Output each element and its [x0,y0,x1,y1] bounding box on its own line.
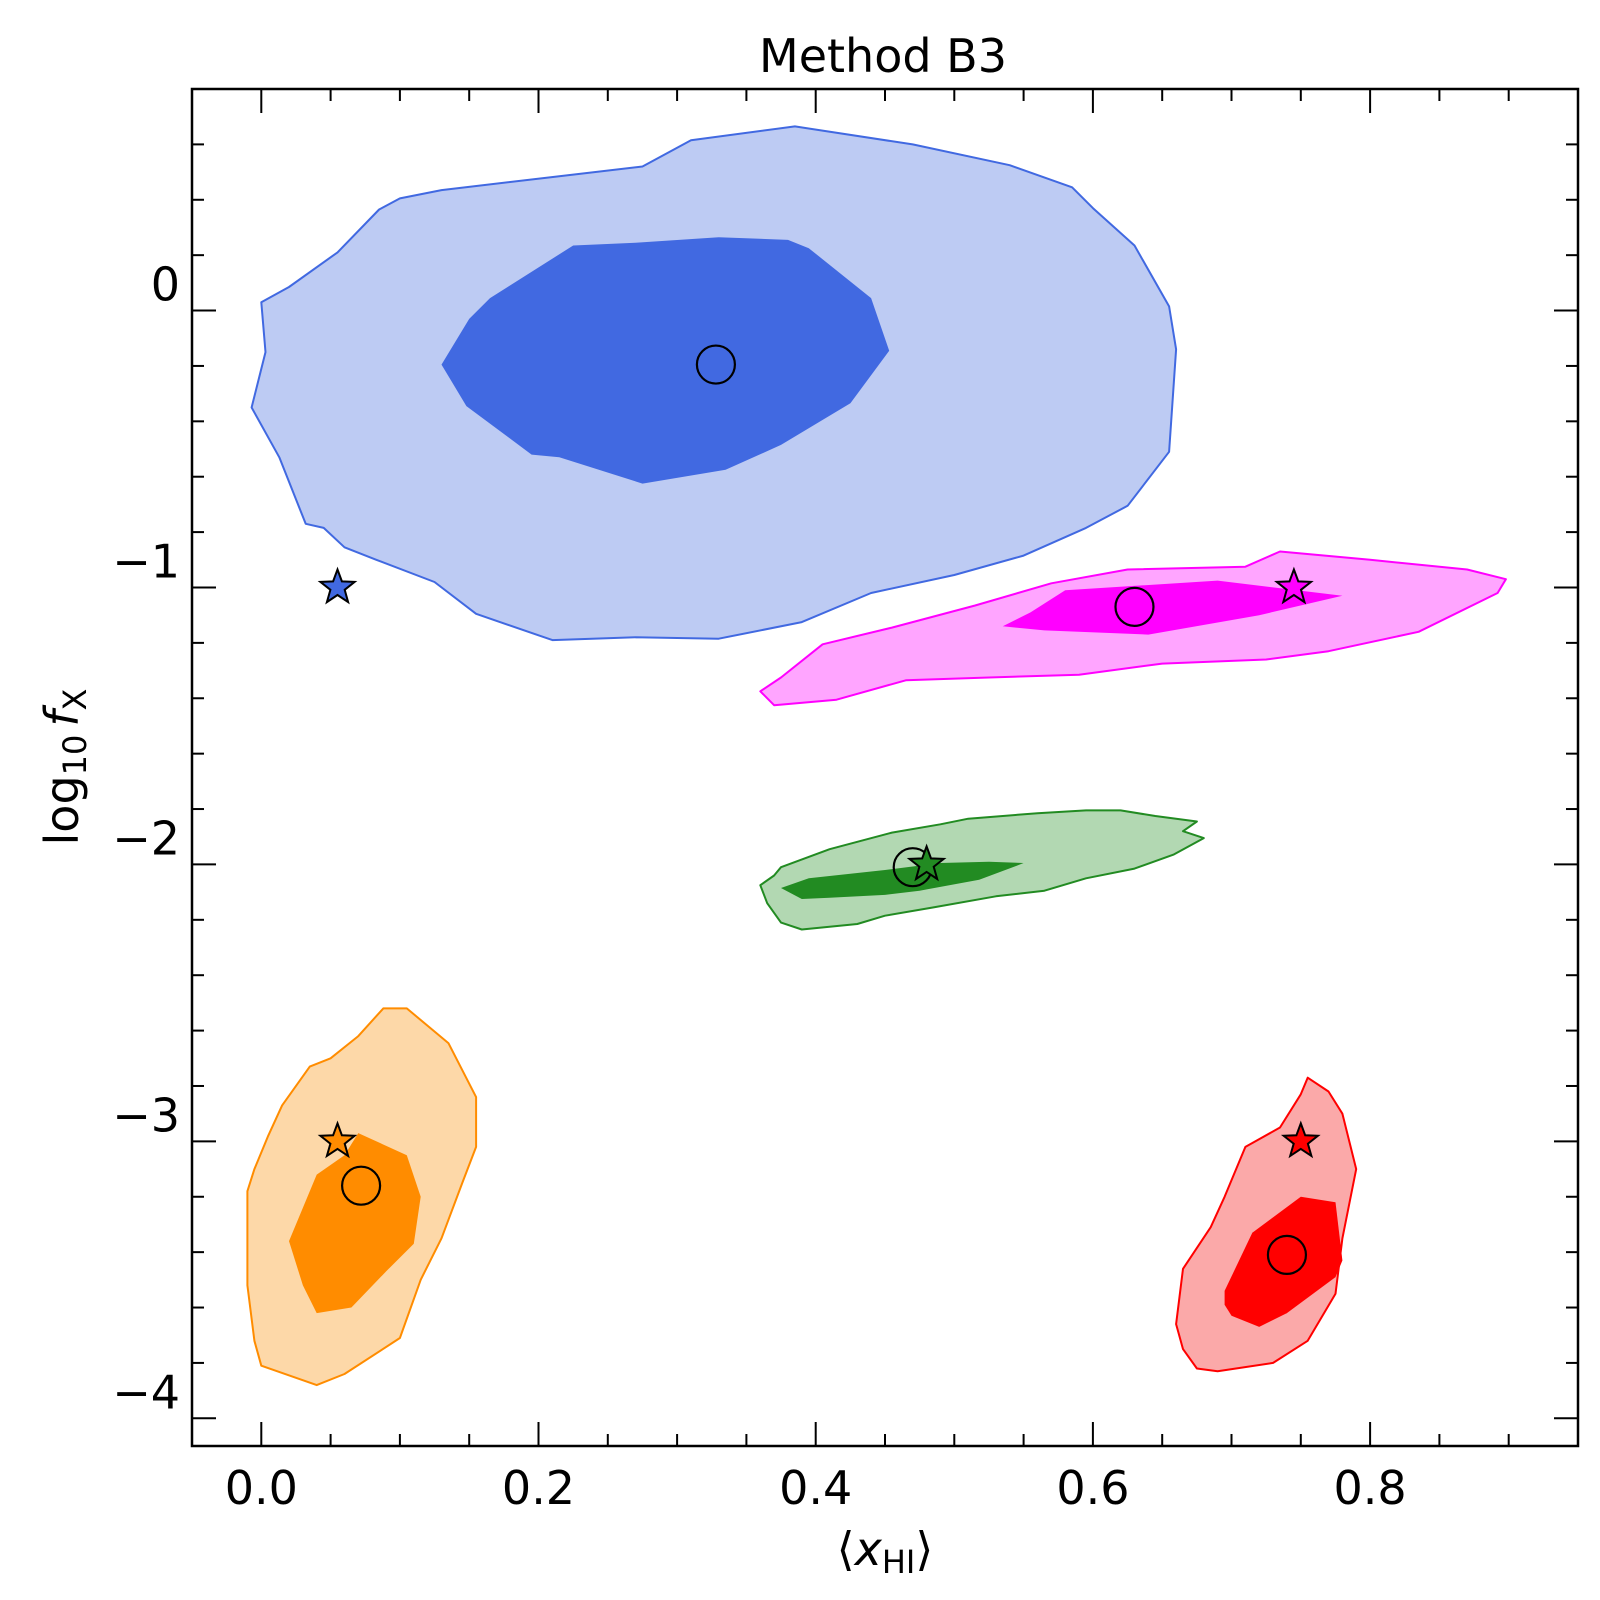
estimate-marker-3 [340,1165,382,1206]
truth-star-1 [1274,566,1314,605]
truth-star-0 [317,566,358,605]
y-axis-title: log10fX [35,689,94,846]
y-tick-label: −3 [112,1088,180,1142]
tick-marks [191,88,1579,1446]
y-tick-label: 0 [151,258,180,312]
x-tick-label: 0.2 [502,1461,575,1515]
contour-inner-1 [1002,580,1343,635]
x-tick-labels: 0.0 0.2 0.4 0.6 0.8 [225,1461,1407,1515]
x-tick-label: 0.0 [225,1461,298,1515]
chart-title: Method B3 [759,29,1007,83]
contour-inner-0 [441,237,890,484]
marker-layer [317,344,1321,1276]
contour-inner-2 [781,861,1024,899]
estimate-marker-0 [695,344,737,385]
x-axis-title: ⟨xHI⟩ [837,1522,934,1581]
axes: 0.0 0.2 0.4 0.6 0.8 0 −1 −2 −3 −4 [112,87,1580,1515]
truth-star-2 [906,843,947,882]
contour-inner-3 [289,1133,421,1314]
y-tick-labels: 0 −1 −2 −3 −4 [112,258,180,1420]
contour-inner-4 [1224,1196,1343,1327]
y-tick-label: −4 [112,1365,180,1419]
y-tick-label: −1 [112,534,180,588]
x-tick-label: 0.6 [1056,1461,1129,1515]
truth-star-3 [317,1120,358,1159]
truth-star-4 [1280,1120,1321,1159]
y-tick-label: −2 [112,811,180,865]
x-tick-label: 0.8 [1334,1461,1407,1515]
x-tick-label: 0.4 [779,1461,852,1515]
estimate-marker-4 [1266,1234,1308,1276]
estimate-marker-1 [1114,586,1155,627]
